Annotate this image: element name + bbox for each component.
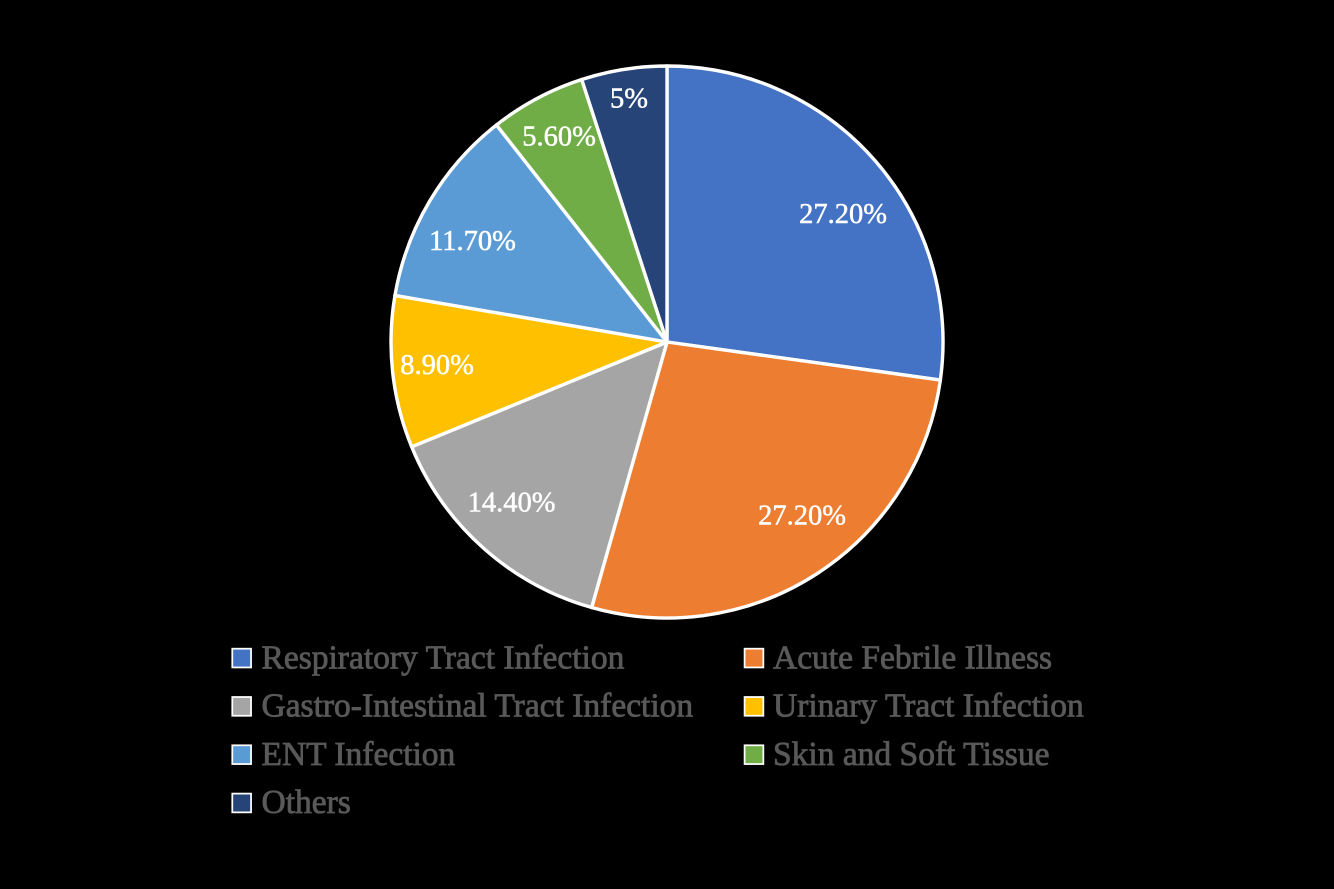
- svg-text:11.70%: 11.70%: [429, 226, 516, 257]
- svg-text:Skin and Soft Tissue: Skin and Soft Tissue: [773, 736, 1049, 773]
- svg-text:Respiratory Tract Infection: Respiratory Tract Infection: [262, 639, 625, 676]
- svg-text:Urinary Tract Infection: Urinary Tract Infection: [773, 688, 1084, 725]
- svg-text:ENT Infection: ENT Infection: [262, 736, 456, 773]
- svg-text:27.20%: 27.20%: [799, 199, 887, 230]
- svg-text:27.20%: 27.20%: [758, 501, 846, 532]
- svg-text:5%: 5%: [610, 84, 648, 115]
- svg-text:Acute Febrile Illness: Acute Febrile Illness: [773, 639, 1052, 676]
- svg-text:14.40%: 14.40%: [468, 488, 556, 519]
- svg-text:5.60%: 5.60%: [522, 122, 596, 153]
- svg-text:8.90%: 8.90%: [400, 350, 474, 381]
- svg-text:Gastro-Intestinal Tract Infect: Gastro-Intestinal Tract Infection: [262, 688, 694, 725]
- svg-text:Others: Others: [262, 784, 351, 821]
